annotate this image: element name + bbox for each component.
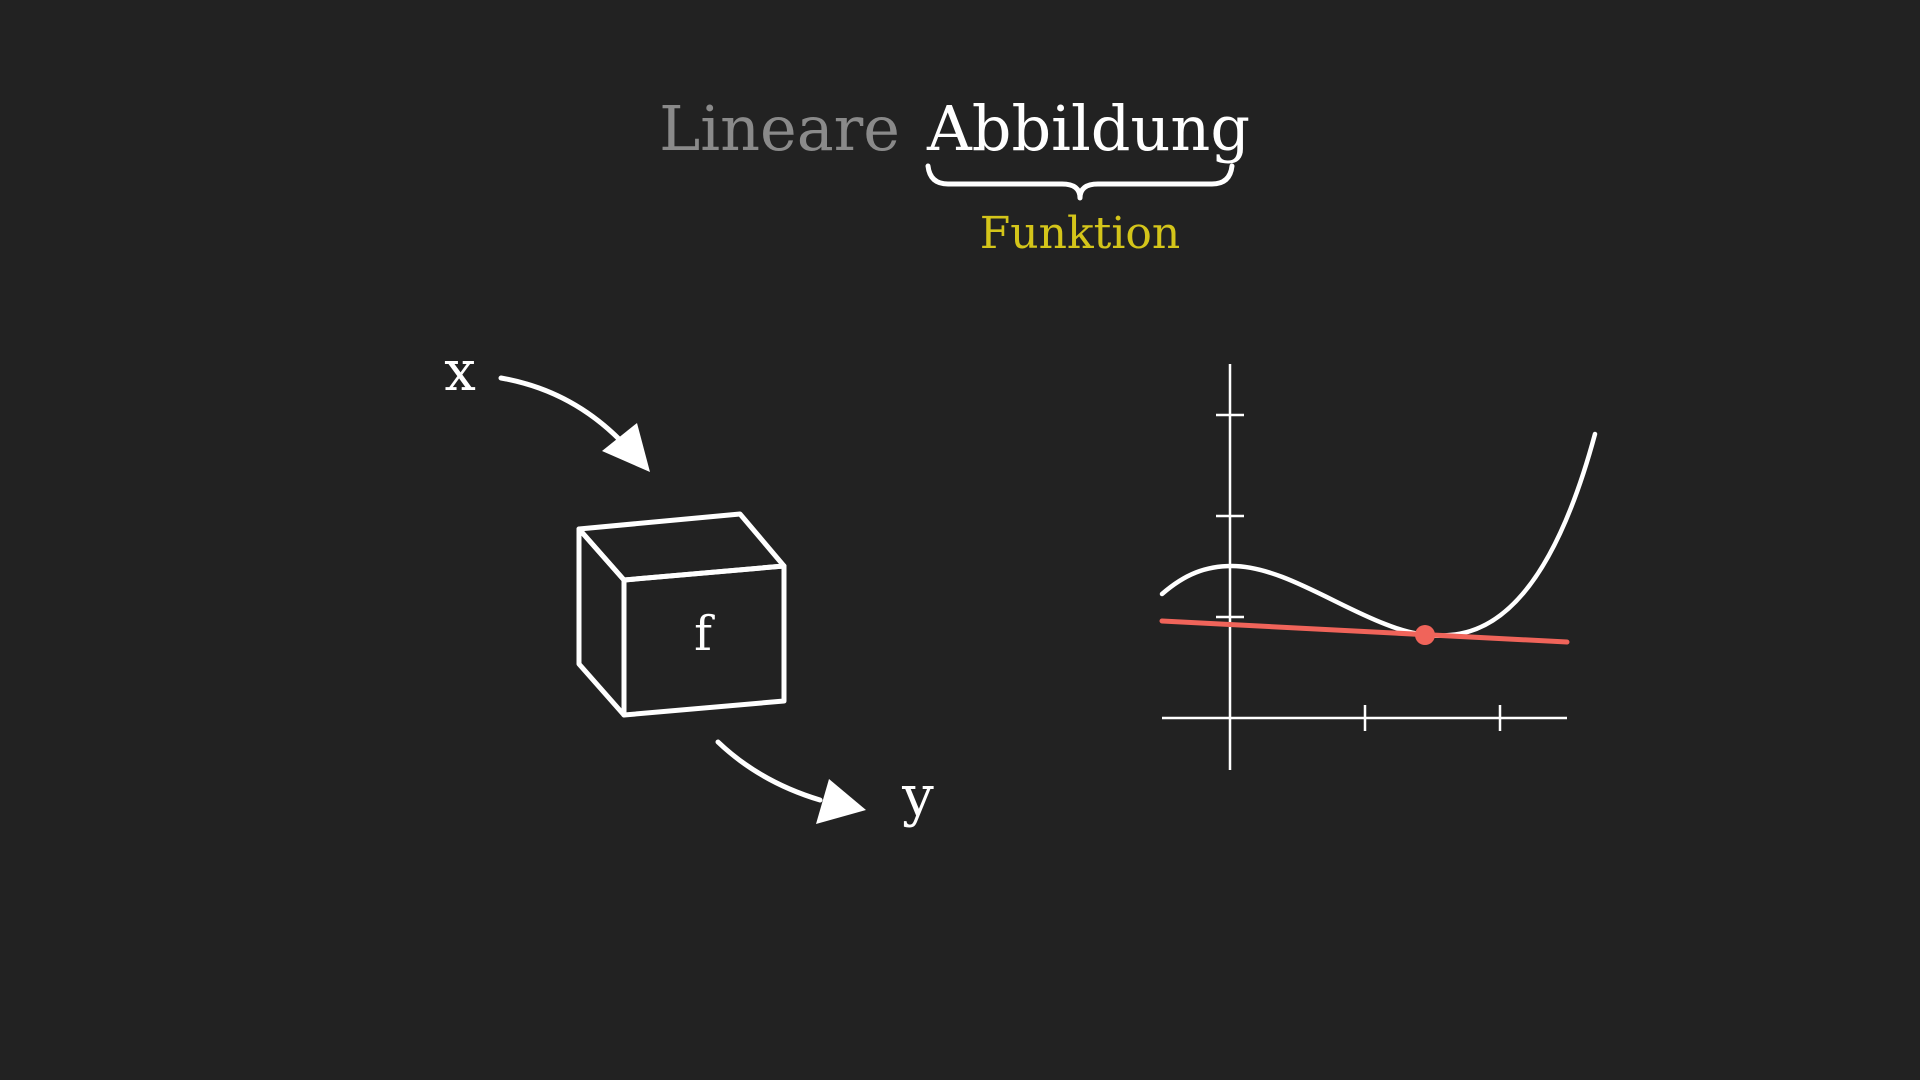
title-word-lineare: Lineare [659,92,900,165]
function-box-label: f [694,606,715,662]
tangent-point [1415,625,1435,645]
cube-icon [576,511,787,718]
function-curve [1159,431,1598,639]
tangent-line [1159,618,1570,645]
output-arrow-icon [715,739,866,824]
annotation-funktion: Funktion [980,208,1180,259]
input-label-x: x [444,339,476,404]
underbrace-icon [925,163,1235,201]
output-label-y: y [901,764,934,829]
title-word-abbildung: Abbildung [926,92,1250,165]
input-arrow-icon [498,375,650,472]
